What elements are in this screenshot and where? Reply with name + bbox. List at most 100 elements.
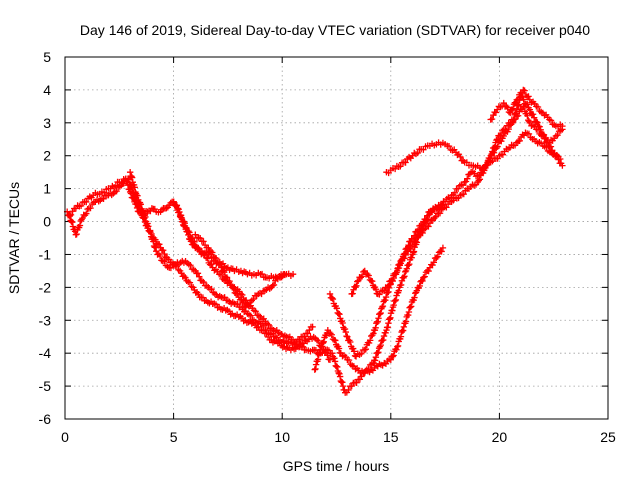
data-point: [311, 366, 318, 373]
data-point: [312, 365, 319, 373]
data-point: [378, 303, 386, 311]
data-point: [172, 201, 179, 209]
data-point: [339, 382, 347, 390]
data-point: [202, 254, 210, 261]
data-point: [336, 311, 343, 318]
data-point: [371, 357, 379, 364]
data-point: [559, 122, 566, 130]
data-point: [255, 323, 262, 331]
data-point: [475, 177, 482, 184]
data-point: [150, 242, 158, 250]
data-point: [422, 215, 430, 223]
data-point: [375, 315, 382, 322]
data-point: [328, 294, 336, 302]
data-point: [113, 187, 120, 195]
data-point: [317, 346, 324, 353]
data-point: [344, 333, 351, 340]
data-point: [281, 271, 288, 278]
data-point: [415, 233, 422, 241]
data-point: [333, 305, 340, 312]
data-point: [139, 208, 147, 215]
data-point: [373, 320, 380, 327]
data-point: [204, 255, 211, 262]
data-point: [402, 318, 410, 325]
data-point: [392, 271, 400, 278]
data-point: [365, 365, 372, 373]
data-point: [185, 227, 192, 235]
data-point: [355, 277, 362, 284]
data-point: [336, 373, 344, 380]
data-point: [408, 254, 415, 261]
data-point: [181, 220, 188, 227]
data-point: [173, 202, 180, 210]
data-point: [358, 350, 365, 357]
data-point: [167, 264, 175, 272]
data-point: [554, 131, 561, 139]
data-point: [158, 257, 165, 264]
data-point: [212, 301, 220, 308]
data-point: [393, 346, 400, 353]
data-point: [411, 232, 418, 239]
data-point: [405, 241, 412, 249]
data-point: [500, 132, 507, 140]
data-point: [494, 143, 501, 150]
data-point: [73, 230, 80, 238]
data-point: [425, 223, 432, 230]
data-point: [543, 139, 551, 146]
data-point: [520, 86, 527, 94]
series-track-j: [487, 86, 566, 130]
x-tick-label: 5: [170, 429, 178, 445]
data-point: [152, 244, 159, 251]
series-track-e: [192, 231, 447, 396]
x-axis-label: GPS time / hours: [283, 458, 390, 474]
data-point: [328, 331, 335, 338]
data-point: [421, 273, 428, 280]
data-point: [180, 272, 188, 280]
data-point: [128, 174, 136, 181]
data-point: [325, 347, 333, 354]
data-point: [488, 115, 496, 123]
data-point: [431, 215, 438, 222]
data-point: [328, 349, 336, 357]
data-point: [301, 333, 308, 340]
data-point: [341, 325, 349, 333]
data-point: [500, 99, 507, 107]
data-point: [397, 163, 404, 170]
data-point: [399, 256, 406, 264]
data-point: [242, 297, 250, 304]
data-point: [83, 198, 90, 206]
data-point: [296, 336, 303, 344]
data-point: [159, 247, 167, 254]
data-point: [309, 323, 316, 331]
data-point: [400, 323, 408, 331]
data-point: [525, 130, 533, 138]
data-point: [156, 241, 163, 248]
data-point: [342, 328, 349, 336]
data-point: [216, 261, 224, 268]
data-point: [69, 223, 77, 230]
data-point: [376, 310, 384, 318]
data-point: [194, 270, 202, 277]
data-point: [385, 320, 392, 327]
data-point: [349, 290, 356, 297]
y-tick-label: 3: [43, 115, 51, 131]
data-point: [354, 278, 361, 285]
y-tick-label: -5: [39, 378, 52, 394]
data-point: [195, 290, 202, 298]
data-point: [269, 282, 276, 289]
data-point: [353, 379, 360, 386]
data-point: [405, 262, 412, 269]
data-point: [521, 87, 528, 94]
series-track-i: [383, 129, 564, 177]
data-point: [156, 252, 164, 260]
data-point: [175, 208, 183, 216]
data-point: [331, 355, 338, 362]
data-point: [199, 294, 207, 301]
y-tick-label: -3: [39, 312, 52, 328]
data-point: [445, 142, 453, 150]
data-point: [385, 288, 392, 296]
data-point: [410, 248, 418, 255]
y-tick-label: 4: [43, 82, 51, 98]
data-point: [237, 290, 245, 298]
data-point: [345, 356, 353, 364]
